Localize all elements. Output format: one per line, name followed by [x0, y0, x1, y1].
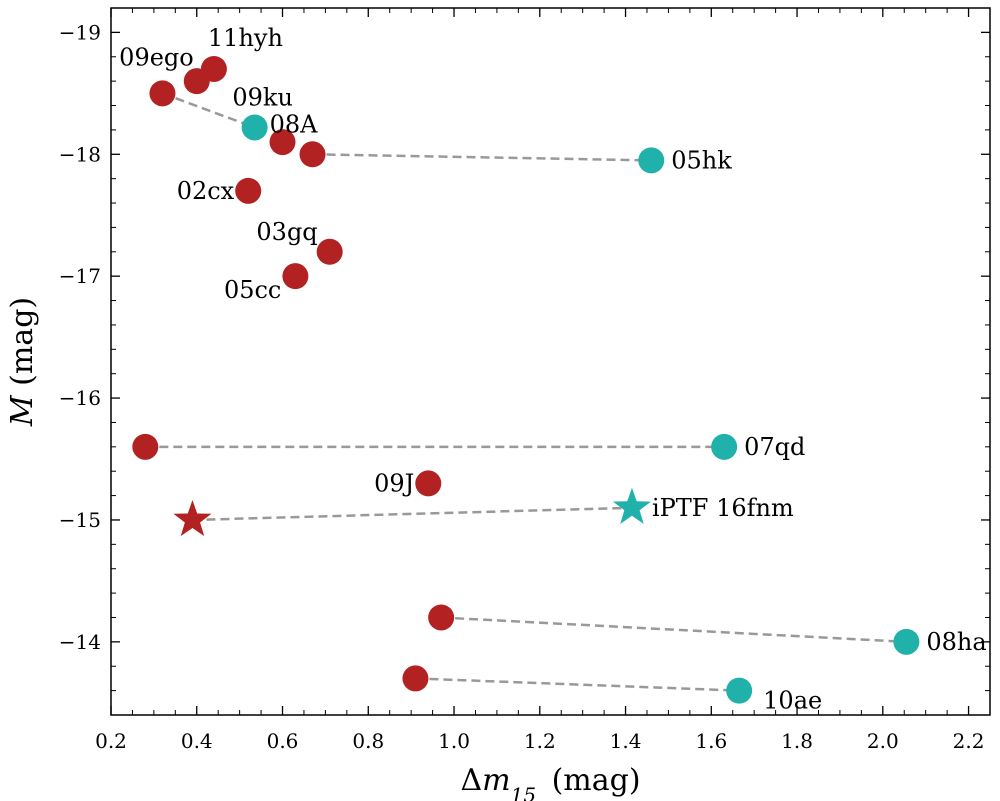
circle-marker-red: [282, 263, 309, 290]
x-tick-label: 0.4: [181, 729, 213, 753]
x-axis-label-delta-m: Δ: [460, 763, 482, 798]
x-tick-label: 0.6: [267, 729, 299, 753]
y-axis-label-m: M: [5, 394, 40, 427]
x-tick-labels: 0.2 0.4 0.6 0.8 1.0 1.2 1.4 1.6 1.8 2.0 2.2: [95, 729, 984, 753]
circle-marker-red: [428, 604, 455, 631]
y-axis-label-unit: (mag): [5, 297, 40, 395]
circle-marker-teal: [711, 433, 738, 460]
axis-ticks: [110, 7, 990, 716]
y-tick-labels: −19 −18 −17 −16 −15 −14: [59, 20, 101, 653]
circle-marker-red: [402, 665, 429, 692]
circle-marker-teal: [241, 114, 268, 141]
x-axis-label-m: m: [482, 763, 510, 798]
y-tick-label: −15: [59, 508, 101, 532]
connector-line: [192, 506, 633, 522]
x-axis-label: Δm15 (mag): [460, 763, 640, 801]
y-tick-label: −17: [59, 264, 101, 288]
circle-marker-red: [235, 177, 262, 204]
point-label: 03gq: [256, 218, 317, 246]
connector-line: [415, 677, 740, 692]
circle-marker-red: [183, 68, 210, 95]
circle-marker-red: [299, 141, 326, 168]
x-tick-label: 0.8: [352, 729, 384, 753]
point-label: 09ku: [232, 83, 293, 111]
y-tick-label: −19: [59, 20, 101, 44]
x-tick-label: 1.6: [695, 729, 727, 753]
y-tick-label: −18: [59, 142, 101, 166]
circle-marker-teal: [638, 147, 665, 174]
circle-marker-red: [415, 470, 442, 497]
connector-line: [441, 616, 907, 644]
point-label: 05hk: [671, 146, 732, 174]
point-label: 11hyh: [208, 24, 283, 52]
plot-frame: [110, 7, 991, 716]
point-label: 09J: [374, 469, 414, 497]
star-marker-teal: [612, 487, 651, 524]
x-axis-label-subscript: 15: [511, 783, 536, 801]
circle-marker-teal: [726, 677, 753, 704]
point-label: 09ego: [119, 43, 194, 71]
point-label: 02cx: [177, 177, 235, 205]
y-tick-label: −16: [59, 386, 101, 410]
point-label: 07qd: [744, 433, 805, 461]
connector-line: [312, 153, 652, 162]
circle-marker-red: [149, 80, 176, 107]
x-tick-label: 1.0: [438, 729, 470, 753]
x-axis-label-unit: (mag): [542, 763, 640, 798]
point-label: iPTF 16fnm: [652, 494, 794, 522]
circle-marker-red: [316, 238, 343, 265]
point-label: 08ha: [926, 628, 986, 656]
connector-lines: [145, 92, 907, 692]
x-tick-label: 1.4: [610, 729, 642, 753]
x-tick-label: 2.2: [953, 729, 985, 753]
circle-marker-red: [269, 129, 296, 156]
x-tick-label: 1.2: [524, 729, 556, 753]
circle-marker-red: [132, 433, 159, 460]
x-tick-label: 0.2: [95, 729, 127, 753]
point-label: 05cc: [224, 276, 281, 304]
y-tick-label: −14: [59, 630, 101, 654]
point-label: 08A: [270, 110, 319, 138]
connector-line: [162, 92, 256, 129]
star-marker-red: [173, 499, 212, 537]
x-tick-label: 1.8: [781, 729, 813, 753]
y-axis-label: M (mag): [5, 297, 40, 427]
circle-marker-teal: [893, 628, 920, 655]
data-points: [132, 55, 920, 704]
point-label: 10ae: [763, 687, 822, 715]
x-tick-label: 2.0: [867, 729, 899, 753]
